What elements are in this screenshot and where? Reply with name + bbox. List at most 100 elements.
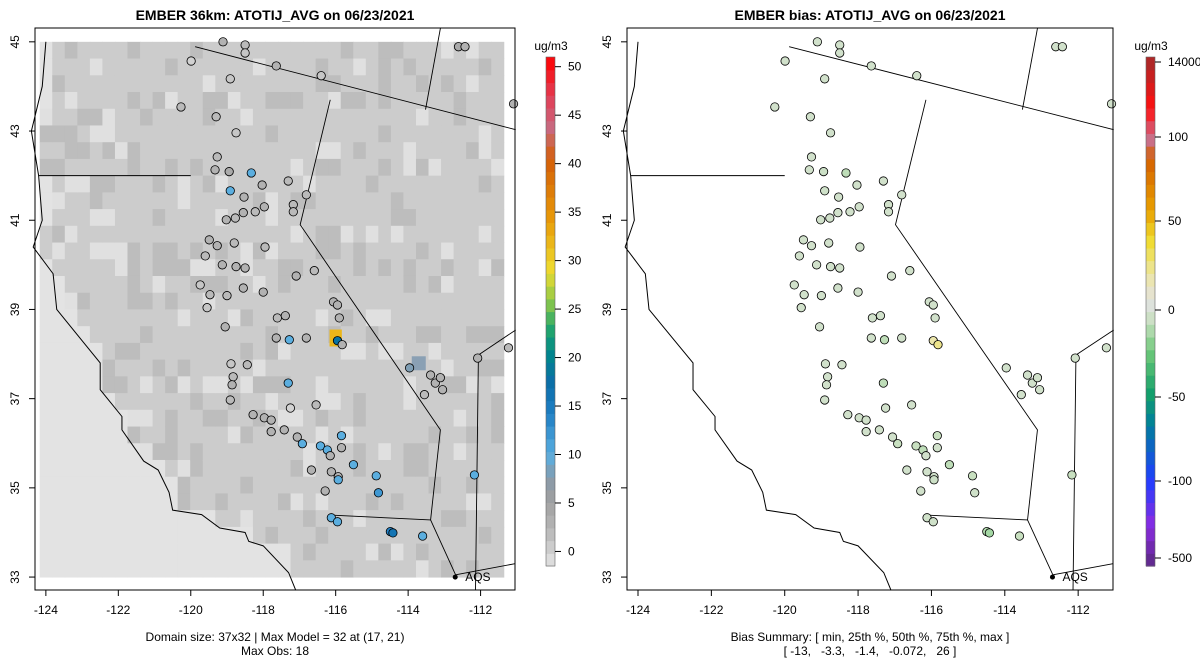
grid-cell <box>453 476 467 494</box>
grid-cell <box>77 108 91 126</box>
grid-cell <box>152 443 166 461</box>
grid-cell <box>478 158 492 177</box>
station-marker <box>843 410 853 420</box>
grid-cell <box>415 175 430 193</box>
grid-cell <box>491 125 505 143</box>
grid-cell <box>491 292 505 310</box>
grid-cell <box>340 560 354 578</box>
grid-cell <box>114 275 129 294</box>
grid-cell <box>127 493 141 511</box>
grid-cell <box>114 526 129 545</box>
grid-cell <box>390 292 404 310</box>
grid-cell <box>240 108 254 126</box>
station-marker <box>933 340 943 350</box>
colorbar-swatch <box>546 222 555 236</box>
grid-cell <box>202 92 216 110</box>
grid-cell <box>52 560 66 578</box>
grid-cell <box>315 342 329 361</box>
grid-cell <box>190 292 204 310</box>
grid-cell <box>340 158 354 177</box>
grid-cell <box>215 426 229 444</box>
grid-cell <box>165 409 179 428</box>
grid-cell <box>39 158 53 177</box>
grid-cell <box>140 108 154 126</box>
grid-cell <box>215 275 229 294</box>
grid-cell <box>478 75 492 93</box>
grid-cell <box>77 275 91 294</box>
grid-cell <box>403 125 417 143</box>
grid-cell <box>240 393 254 411</box>
grid-cell <box>202 259 216 277</box>
grid-cell <box>428 209 442 227</box>
station-marker <box>1067 470 1077 480</box>
grid-cell <box>365 175 379 193</box>
grid-cell <box>52 543 66 561</box>
grid-cell <box>340 309 354 327</box>
grid-cell <box>240 476 254 494</box>
grid-cell <box>403 192 417 210</box>
grid-cell <box>265 443 279 461</box>
grid-cell <box>89 92 103 110</box>
grid-cell <box>177 142 191 160</box>
station-marker <box>812 37 822 47</box>
grid-cell <box>278 125 292 143</box>
grid-cell <box>165 275 179 294</box>
station-marker <box>336 431 347 441</box>
station-marker <box>921 451 931 461</box>
grid-cell <box>315 359 329 377</box>
station-marker <box>418 531 428 541</box>
grid-cell <box>365 108 379 126</box>
grid-cell <box>378 359 392 377</box>
grid-cell <box>415 292 430 310</box>
station-marker <box>1106 99 1117 109</box>
grid-cell <box>140 359 154 377</box>
grid-cell <box>466 142 480 160</box>
y-tick-label: 45 <box>600 35 614 49</box>
station-marker <box>279 425 289 435</box>
grid-cell <box>441 58 455 76</box>
grid-cell <box>441 510 455 528</box>
grid-cell <box>491 209 505 227</box>
grid-cell <box>114 393 129 411</box>
grid-cell <box>303 376 317 394</box>
grid-cell <box>52 108 66 126</box>
grid-cell <box>315 175 329 193</box>
grid-cell <box>428 493 442 511</box>
grid-cell <box>114 125 129 143</box>
grid-cell <box>89 209 103 227</box>
grid-cell <box>177 393 191 411</box>
grid-cell <box>315 292 329 310</box>
station-marker <box>806 152 817 162</box>
grid-cell <box>340 510 354 528</box>
grid-cell <box>102 58 116 76</box>
grid-cell <box>403 443 417 461</box>
grid-cell <box>102 209 116 227</box>
station-marker <box>225 395 235 405</box>
grid-cell <box>127 376 141 394</box>
x-tick-label: -122 <box>699 603 723 617</box>
grid-cell <box>114 443 129 461</box>
grid-cell <box>140 526 154 545</box>
colorbar-swatch <box>1146 235 1155 249</box>
colorbar-swatch <box>1146 95 1155 109</box>
grid-cell <box>466 225 480 244</box>
grid-cell <box>290 158 304 177</box>
station-marker <box>806 241 817 251</box>
grid-cell <box>403 292 417 310</box>
grid-cell <box>403 342 417 361</box>
grid-cell <box>478 526 492 545</box>
grid-cell <box>64 209 78 227</box>
grid-cell <box>478 259 492 277</box>
colorbar-swatch <box>1146 502 1155 516</box>
station-marker <box>799 290 809 300</box>
station-marker <box>820 395 830 405</box>
grid-cell <box>353 58 367 76</box>
station-marker <box>841 168 851 178</box>
grid-cell <box>265 209 279 227</box>
grid-cell <box>140 225 154 244</box>
grid-cell <box>278 526 292 545</box>
grid-cell <box>152 41 166 60</box>
grid-cell <box>303 41 317 60</box>
colorbar-tick-label: 40 <box>568 157 582 171</box>
